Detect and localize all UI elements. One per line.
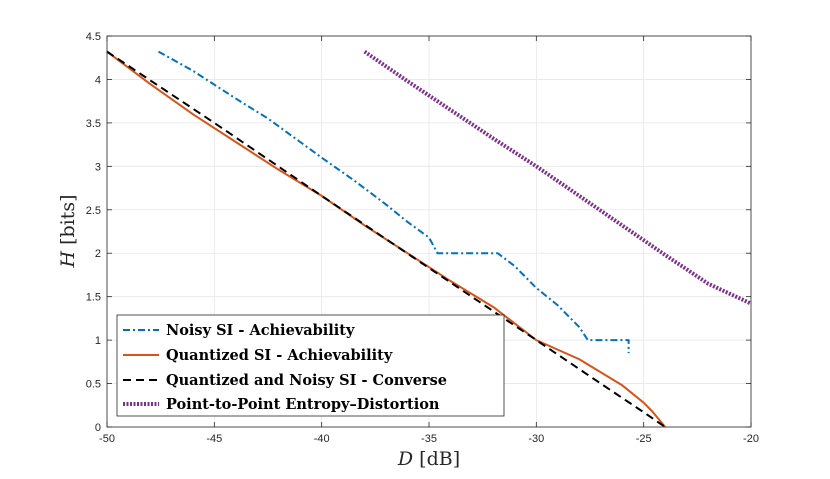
y-tick-label: 1 [95,335,101,347]
series-noisy-si-line [158,50,630,354]
y-tick-label: 4.5 [86,31,101,43]
ticks: -50 -45 -40 -35 -30 -25 -20 0 0.5 1 1.5 2 2.5 3 3.5 4 4.… [86,31,759,445]
legend-text-converse: Quantized and Noisy SI - Converse [166,372,447,389]
series-converse-line [106,50,666,428]
series-point-to-point-line [363,49,752,306]
x-tick-label: -30 [528,433,544,445]
y-tick-label: 0 [95,422,101,434]
legend-text-quantized-si: Quantized SI - Achievability [166,347,393,364]
legend: Noisy SI - Achievability Quantized SI - … [116,314,505,417]
series-quantized-si-line [106,50,666,428]
x-tick-label: -45 [206,433,222,445]
legend-text-point-to-point: Point-to-Point Entropy–Distortion [166,396,440,413]
y-tick-label: 3 [95,161,101,173]
x-tick-label: -25 [636,433,652,445]
x-tick-label: -35 [421,433,437,445]
y-tick-label: 1.5 [86,292,101,304]
y-tick-label: 2 [95,248,101,260]
legend-box [116,314,505,417]
y-tick-label: 2.5 [86,205,101,217]
x-tick-label: -20 [743,433,759,445]
x-axis-label: D [dB] [397,448,460,470]
y-tick-label: 0.5 [86,379,101,391]
legend-text-noisy-si: Noisy SI - Achievability [166,322,355,339]
x-tick-label: -50 [99,433,115,445]
y-tick-label: 4 [95,74,101,86]
y-axis-label: H [bits] [57,194,79,268]
y-tick-label: 3.5 [86,118,101,130]
x-tick-label: -40 [314,433,330,445]
series-layer [106,49,752,428]
